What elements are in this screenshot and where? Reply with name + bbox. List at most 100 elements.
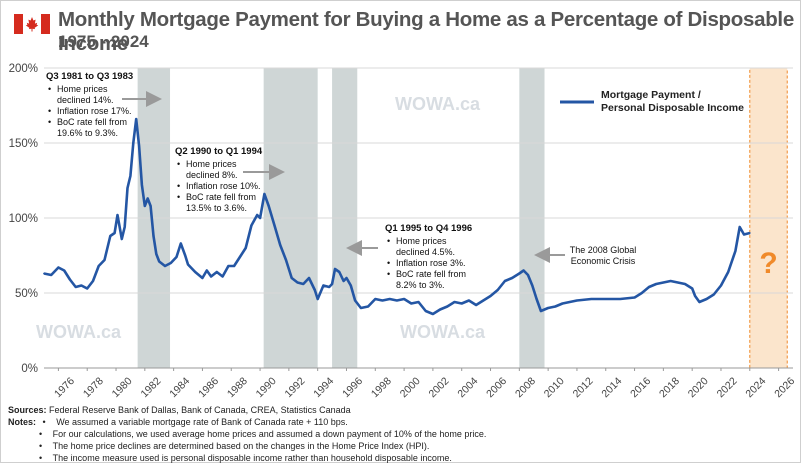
watermark: WOWA.ca [395, 94, 481, 114]
data-point [388, 298, 391, 300]
annotation-text: Home prices [57, 84, 108, 94]
data-point [547, 307, 550, 309]
series-line [43, 117, 751, 316]
data-point [554, 305, 557, 308]
bullet-icon: • [48, 117, 51, 127]
x-tick-label: 1976 [52, 375, 77, 400]
data-point [527, 274, 529, 276]
data-point [354, 299, 357, 302]
data-point [250, 224, 253, 227]
data-point [175, 256, 178, 258]
data-point [322, 284, 325, 287]
sources-line: Sources: Federal Reserve Bank of Dallas,… [8, 404, 351, 416]
data-point [359, 307, 362, 309]
data-point [109, 235, 112, 237]
watermark: WOWA.ca [36, 322, 122, 342]
sources-text: Federal Reserve Bank of Dallas, Bank of … [49, 405, 351, 415]
data-point [86, 287, 89, 290]
data-point [308, 277, 310, 279]
x-tick-label: 2018 [657, 375, 682, 400]
data-point [748, 232, 751, 234]
data-point [149, 205, 152, 207]
data-point [590, 298, 593, 300]
watermark: WOWA.ca [400, 322, 486, 342]
x-tick-label: 2006 [484, 375, 509, 400]
annotation-text: BoC rate fell from [396, 269, 466, 279]
annotation-text: 19.6% to 9.3%. [57, 128, 118, 138]
data-point [194, 271, 197, 273]
chart-subtitle: 1975 - 2024 [58, 32, 149, 51]
data-point [129, 175, 132, 177]
data-point [367, 305, 369, 308]
x-tick-label: 1978 [81, 375, 106, 400]
note-item: The home price declines are determined b… [52, 441, 430, 451]
line-chart: ?0%50%100%150%200%1976 1978 1980 1982 1984 19… [9, 63, 798, 400]
bullet-icon: • [39, 429, 43, 439]
x-tick-label: 2002 [427, 375, 452, 400]
x-tick-label: 1998 [369, 375, 394, 400]
y-tick-label: 50% [15, 288, 38, 300]
bullet-icon: • [48, 106, 51, 116]
x-tick-label: 1994 [311, 375, 336, 400]
x-tick-label: 1984 [167, 375, 192, 400]
data-point [143, 205, 146, 207]
data-point [531, 284, 534, 287]
data-point [504, 280, 506, 282]
data-point [273, 224, 276, 227]
annotation-title: Q2 1990 to Q1 1994 [175, 146, 263, 157]
data-point [215, 271, 218, 273]
data-point [334, 268, 336, 270]
data-point [141, 184, 143, 186]
data-point [640, 292, 643, 294]
data-point [80, 284, 83, 287]
data-point [116, 214, 119, 216]
x-tick-label: 2022 [715, 375, 740, 400]
data-point [158, 260, 161, 263]
data-point [331, 283, 333, 285]
data-point [743, 233, 745, 236]
data-point [227, 265, 230, 267]
data-point [511, 277, 514, 279]
data-point [395, 299, 398, 302]
data-point [113, 232, 116, 234]
data-point [568, 301, 571, 303]
bullet-icon: • [42, 417, 46, 427]
notes-label: Notes: [8, 417, 37, 427]
data-point [187, 263, 189, 266]
bullet-icon: • [48, 84, 51, 94]
data-point [349, 284, 352, 287]
x-tick-label: 2014 [599, 375, 624, 400]
data-point [290, 277, 293, 279]
data-point [123, 226, 126, 228]
data-point [561, 302, 564, 305]
x-tick-label: 2026 [772, 375, 797, 400]
annotation-title: Q3 1981 to Q3 1983 [46, 71, 133, 82]
data-point [103, 259, 106, 261]
annotation-text: BoC rate fell from [57, 117, 127, 127]
data-point [205, 269, 208, 272]
data-point [244, 247, 247, 249]
data-point [92, 280, 94, 282]
data-point [345, 277, 348, 279]
x-tick-label: 2010 [542, 375, 567, 400]
data-point [97, 265, 100, 267]
data-point [698, 301, 701, 303]
canada-flag-icon [14, 14, 50, 34]
data-point [381, 299, 384, 302]
bullet-icon: • [387, 258, 390, 268]
data-point [74, 286, 77, 288]
data-point [727, 271, 730, 273]
data-point [256, 214, 259, 216]
data-point [475, 304, 478, 306]
y-tick-label: 150% [9, 138, 38, 150]
data-point [619, 298, 622, 300]
data-point [604, 298, 607, 300]
data-point [221, 275, 224, 278]
data-point [453, 301, 456, 303]
x-tick-label: 2000 [398, 375, 423, 400]
annotation-text: The 2008 Global [570, 245, 637, 255]
data-point [648, 286, 650, 288]
x-tick-label: 1980 [110, 375, 135, 400]
data-point [43, 272, 45, 275]
data-point [132, 142, 135, 144]
